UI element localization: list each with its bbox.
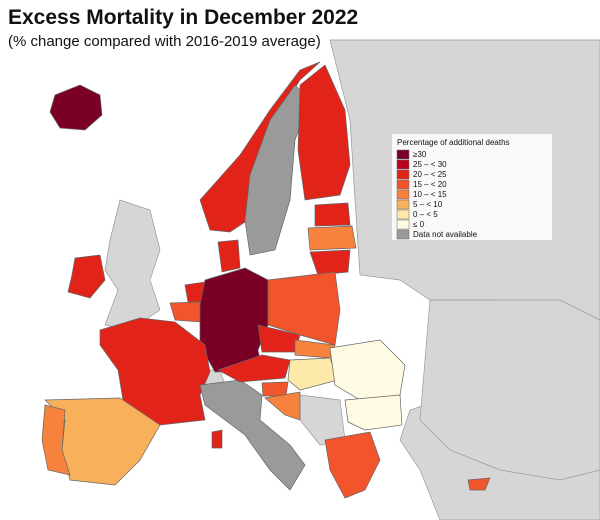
- legend-swatch: [396, 219, 410, 230]
- italy: [199, 379, 306, 491]
- legend-title: Percentage of additional deaths: [397, 138, 510, 147]
- cyprus: [467, 477, 491, 491]
- legend-label: 20 – < 25: [413, 170, 447, 179]
- legend-label: 15 – < 20: [413, 180, 447, 189]
- legend-swatch: [396, 229, 410, 240]
- iceland: [49, 84, 103, 131]
- portugal: [41, 404, 71, 476]
- legend-swatch: [396, 209, 410, 220]
- sweden: [244, 84, 311, 256]
- hungary: [287, 357, 339, 391]
- finland: [297, 64, 351, 201]
- slovenia: [261, 381, 289, 397]
- legend-box: [392, 134, 552, 240]
- greece: [324, 431, 381, 499]
- legend-swatch: [396, 179, 410, 190]
- legend-swatch: [396, 169, 410, 180]
- latvia: [307, 225, 357, 251]
- corsica: [211, 429, 223, 449]
- legend-label: 5 – < 10: [413, 200, 443, 209]
- bulgaria: [344, 394, 403, 431]
- legend-label: 10 – < 15: [413, 190, 447, 199]
- eu-countries: [41, 61, 491, 499]
- legend-label: 0 – < 5: [413, 210, 438, 219]
- ireland: [67, 254, 106, 299]
- estonia: [314, 202, 351, 227]
- legend-label: 25 – < 30: [413, 160, 447, 169]
- lithuania: [309, 249, 351, 276]
- legend-swatch: [396, 159, 410, 170]
- legend-swatch: [396, 189, 410, 200]
- austria: [217, 354, 291, 383]
- legend-swatch: [396, 149, 410, 160]
- denmark: [217, 239, 241, 273]
- turkey-region: [419, 299, 600, 481]
- subtitle: (% change compared with 2016-2019 averag…: [8, 33, 321, 50]
- title: Excess Mortality in December 2022: [8, 6, 358, 29]
- legend-swatch: [396, 199, 410, 210]
- legend-label: ≤ 0: [413, 220, 425, 229]
- belgium: [169, 301, 203, 323]
- spain: [44, 397, 161, 486]
- france: [99, 317, 211, 426]
- legend-label: ≥30: [413, 150, 427, 159]
- croatia: [264, 391, 301, 421]
- legend-label: Data not available: [413, 230, 478, 239]
